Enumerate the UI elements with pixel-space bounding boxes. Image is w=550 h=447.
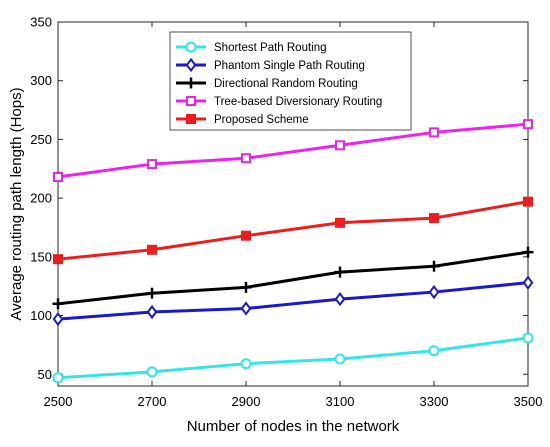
- y-tick-label: 100: [30, 308, 52, 323]
- data-point-marker: [241, 230, 251, 241]
- legend-label: Phantom Single Path Routing: [214, 60, 365, 72]
- data-point-marker: [52, 372, 64, 384]
- series-directional-random-routing: [52, 246, 534, 310]
- series-line: [57, 122, 529, 179]
- data-point-marker: [428, 284, 440, 300]
- legend-label: Directional Random Routing: [214, 78, 358, 90]
- data-point-marker: [146, 287, 158, 299]
- data-point-marker: [53, 254, 63, 265]
- legend-marker: [185, 57, 197, 73]
- data-point-marker: [335, 217, 345, 228]
- data-point-marker: [240, 301, 252, 316]
- series-line: [57, 281, 529, 321]
- legend-label: Shortest Path Routing: [214, 42, 327, 54]
- data-point-marker: [334, 353, 346, 365]
- data-point-marker: [523, 196, 533, 207]
- data-point-marker: [240, 281, 252, 293]
- y-tick-label: 200: [30, 191, 52, 206]
- data-point-marker: [147, 244, 157, 255]
- data-point-marker: [335, 140, 345, 151]
- series-line: [57, 250, 529, 306]
- series-line: [57, 200, 529, 261]
- data-point-marker: [429, 127, 439, 138]
- data-point-marker: [241, 153, 251, 164]
- data-point-marker: [146, 304, 158, 320]
- data-point-marker: [52, 298, 64, 310]
- series-shortest-path-routing: [52, 332, 534, 384]
- data-point-marker: [522, 246, 534, 258]
- legend-marker: [186, 96, 196, 106]
- series-proposed-scheme: [53, 196, 533, 265]
- y-axis-label: Average routing path length (Hops): [8, 87, 25, 320]
- data-point-marker: [53, 171, 63, 182]
- legend-marker: [185, 41, 197, 53]
- data-point-marker: [147, 159, 157, 170]
- legend-label: Tree-based Diversionary Routing: [214, 96, 382, 108]
- data-point-marker: [146, 366, 158, 378]
- x-axis-ticks: 2500 2700 2900 3100 3300 3500: [44, 22, 543, 409]
- y-axis-ticks: 50 100 150 200 250 300 350: [30, 15, 528, 382]
- x-tick-label: 3500: [514, 394, 543, 409]
- x-tick-label: 2900: [232, 394, 261, 409]
- data-point-marker: [429, 213, 439, 224]
- y-tick-label: 300: [30, 73, 52, 88]
- data-point-marker: [428, 345, 440, 357]
- series-tree-based-diversionary-routing: [53, 119, 533, 182]
- y-tick-label: 150: [30, 249, 52, 264]
- data-point-marker: [522, 332, 534, 344]
- data-point-marker: [428, 260, 440, 272]
- data-point-marker: [523, 119, 533, 130]
- legend-marker: [186, 114, 196, 124]
- x-axis-label: Number of nodes in the network: [187, 418, 400, 435]
- data-point-marker: [52, 311, 64, 327]
- y-tick-label: 250: [30, 132, 52, 147]
- data-point-marker: [334, 266, 346, 278]
- legend-marker: [185, 77, 197, 89]
- data-point-marker: [522, 275, 534, 290]
- x-tick-label: 2700: [138, 394, 167, 409]
- legend: Shortest Path Routing Phantom Single Path…: [169, 31, 412, 131]
- x-tick-label: 3300: [420, 394, 449, 409]
- legend-label: Proposed Scheme: [214, 114, 309, 126]
- y-tick-label: 50: [38, 367, 52, 382]
- legend-box: [169, 31, 412, 131]
- x-tick-label: 2500: [44, 394, 73, 409]
- x-tick-label: 3100: [326, 394, 355, 409]
- data-point-marker: [240, 358, 252, 370]
- series-phantom-single-path-routing: [52, 275, 534, 327]
- data-point-marker: [334, 291, 346, 307]
- y-tick-label: 350: [30, 15, 52, 30]
- series-line: [57, 336, 529, 380]
- series-layer: [52, 119, 534, 384]
